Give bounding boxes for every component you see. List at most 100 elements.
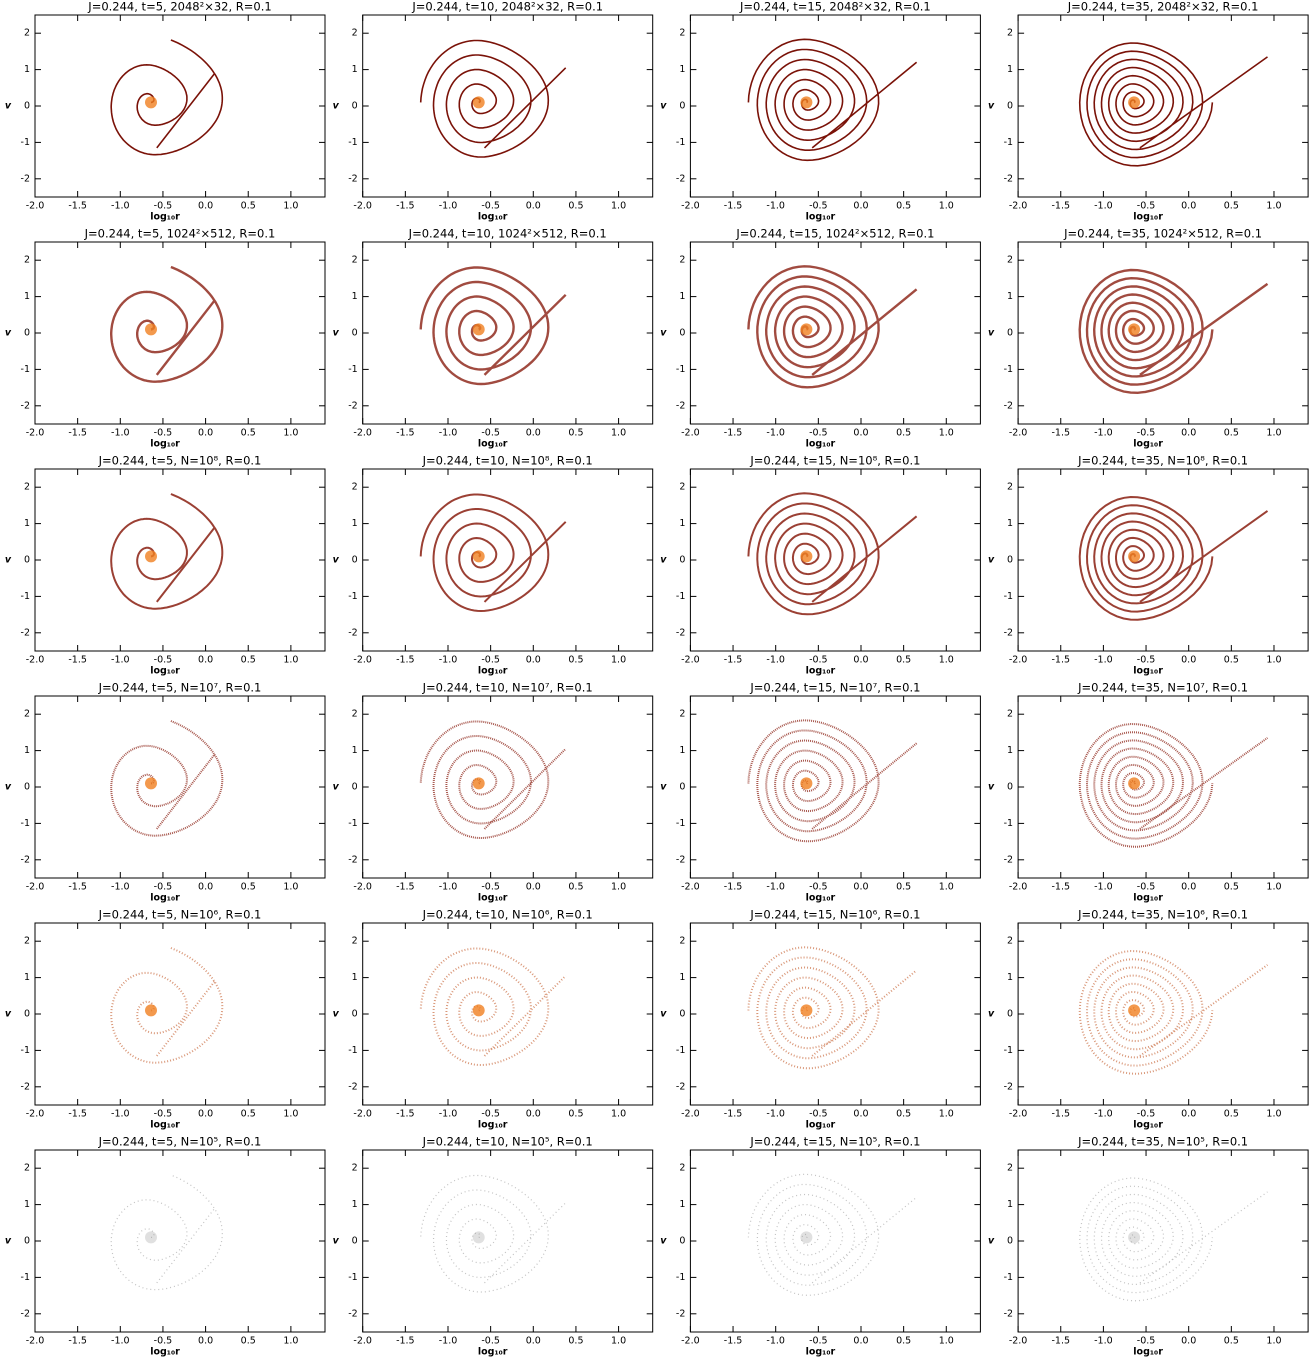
x-axis-label: log₁₀r xyxy=(150,893,180,904)
x-tick-label: 1.0 xyxy=(611,1109,626,1120)
y-tick-label: -1 xyxy=(1004,591,1013,602)
x-tick-label: -1.0 xyxy=(1094,1336,1113,1347)
core xyxy=(800,777,813,790)
y-tick-label: 0 xyxy=(24,1236,30,1247)
phase-density xyxy=(110,493,224,610)
x-tick-label: -2.0 xyxy=(26,1336,45,1347)
phase-density xyxy=(1078,268,1269,395)
x-tick-label: 1.0 xyxy=(283,428,298,439)
x-axis-label: log₁₀r xyxy=(1133,893,1163,904)
y-axis-label: v xyxy=(333,1236,340,1247)
y-tick-label: 2 xyxy=(352,28,358,39)
x-tick-label: -0.5 xyxy=(809,428,828,439)
y-tick-label: 2 xyxy=(679,709,685,720)
y-tick-label: 1 xyxy=(352,64,358,75)
phase-density xyxy=(747,265,918,389)
phase-density xyxy=(1078,42,1268,167)
x-tick-label: 0.5 xyxy=(896,428,911,439)
x-tick-label: -2.0 xyxy=(353,428,372,439)
x-tick-label: -0.5 xyxy=(481,655,500,666)
x-tick-label: 0.0 xyxy=(1181,655,1196,666)
x-tick-label: 1.0 xyxy=(283,655,298,666)
y-axis-label: v xyxy=(988,101,995,112)
x-tick-label: 1.0 xyxy=(283,882,298,893)
y-tick-label: -2 xyxy=(676,173,685,184)
x-tick-label: 1.0 xyxy=(283,1109,298,1120)
y-tick-label: 0 xyxy=(352,1236,358,1247)
y-axis-label: v xyxy=(988,782,995,793)
x-axis-label: log₁₀r xyxy=(150,1347,180,1358)
y-tick-label: 2 xyxy=(679,1163,685,1174)
phase-density xyxy=(747,719,918,843)
x-axis-label: log₁₀r xyxy=(1133,1347,1163,1358)
x-tick-label: -0.5 xyxy=(809,655,828,666)
x-tick-label: -0.5 xyxy=(154,201,173,212)
y-tick-label: -1 xyxy=(21,364,30,375)
y-tick-label: 2 xyxy=(679,936,685,947)
y-tick-label: 0 xyxy=(1007,1009,1013,1020)
core xyxy=(1128,96,1141,109)
x-tick-label: 1.0 xyxy=(611,882,626,893)
x-tick-label: -0.5 xyxy=(481,1109,500,1120)
y-tick-label: -2 xyxy=(676,1081,685,1092)
y-tick-label: -2 xyxy=(1004,1308,1013,1319)
core xyxy=(145,550,157,563)
y-tick-label: -2 xyxy=(348,1308,357,1319)
x-tick-label: -1.5 xyxy=(68,1336,87,1347)
panel-title: J=0.244, t=35, N=10⁷, R=0.1 xyxy=(1077,681,1248,695)
x-tick-label: 0.5 xyxy=(568,1336,583,1347)
x-tick-label: 0.5 xyxy=(241,882,256,893)
x-tick-label: -1.0 xyxy=(1094,882,1113,893)
x-tick-label: -2.0 xyxy=(353,201,372,212)
y-tick-label: 1 xyxy=(352,291,358,302)
x-tick-label: -1.0 xyxy=(766,201,785,212)
y-tick-label: 0 xyxy=(679,328,685,339)
y-axis-label: v xyxy=(660,328,667,339)
x-tick-label: -1.0 xyxy=(1094,201,1113,212)
x-tick-label: -1.0 xyxy=(766,1109,785,1120)
x-axis-label: log₁₀r xyxy=(806,1347,836,1358)
x-tick-label: -0.5 xyxy=(154,655,173,666)
y-tick-label: 1 xyxy=(679,64,685,75)
panel-title: J=0.244, t=35, N=10⁸, R=0.1 xyxy=(1077,454,1248,468)
x-axis-label: log₁₀r xyxy=(478,666,508,677)
x-tick-label: -1.5 xyxy=(68,882,87,893)
x-tick-label: -2.0 xyxy=(26,201,45,212)
plot-frame xyxy=(689,14,981,198)
y-tick-label: 1 xyxy=(352,1199,358,1210)
x-axis-label: log₁₀r xyxy=(478,893,508,904)
phase-density xyxy=(747,38,918,162)
x-tick-label: -2.0 xyxy=(353,655,372,666)
x-tick-label: -1.5 xyxy=(1051,428,1070,439)
x-tick-label: 0.0 xyxy=(853,655,868,666)
core xyxy=(145,777,157,790)
x-tick-label: 1.0 xyxy=(939,655,954,666)
core xyxy=(472,1231,485,1244)
x-tick-label: 0.0 xyxy=(1181,201,1196,212)
x-tick-label: 1.0 xyxy=(939,1109,954,1120)
y-tick-label: -2 xyxy=(676,1308,685,1319)
x-tick-label: 0.0 xyxy=(526,1336,541,1347)
y-axis-label: v xyxy=(5,1236,12,1247)
y-tick-label: 2 xyxy=(679,482,685,493)
core xyxy=(800,550,813,563)
core xyxy=(472,1004,485,1017)
y-tick-label: 0 xyxy=(1007,1236,1013,1247)
x-tick-label: 0.5 xyxy=(241,1336,256,1347)
plot-frame xyxy=(362,14,654,198)
x-tick-label: 0.0 xyxy=(526,428,541,439)
plot-frame xyxy=(689,241,981,425)
x-axis-label: log₁₀r xyxy=(150,212,180,223)
x-tick-label: -1.5 xyxy=(724,428,743,439)
x-axis-label: log₁₀r xyxy=(1133,439,1163,450)
panel-title: J=0.244, t=15, 1024²×512, R=0.1 xyxy=(735,227,934,241)
x-tick-label: -1.0 xyxy=(439,428,458,439)
x-tick-label: -1.5 xyxy=(724,882,743,893)
y-tick-label: 0 xyxy=(352,555,358,566)
x-tick-label: -1.5 xyxy=(724,201,743,212)
x-tick-label: -1.0 xyxy=(766,1336,785,1347)
x-tick-label: -1.5 xyxy=(724,1109,743,1120)
panel-title: J=0.244, t=35, 2048²×32, R=0.1 xyxy=(1067,0,1259,14)
y-tick-label: -2 xyxy=(676,400,685,411)
